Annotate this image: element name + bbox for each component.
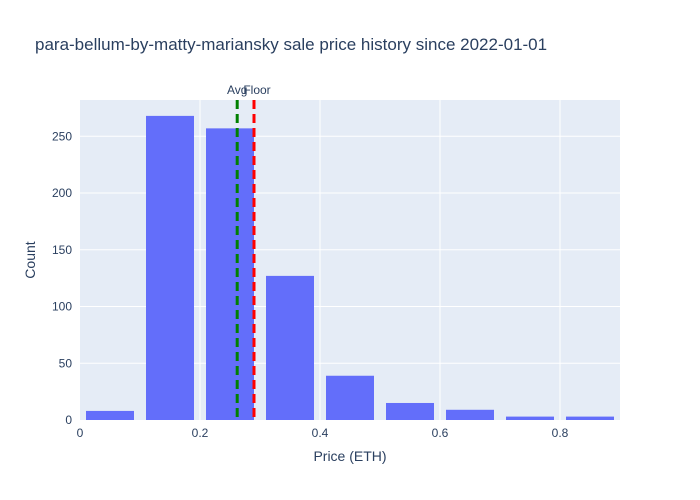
x-axis-ticks: 0 0.2 0.4 0.6 0.8 — [77, 426, 569, 440]
histogram-bar — [386, 402, 434, 420]
y-tick-label: 0 — [65, 413, 72, 427]
bars — [86, 115, 614, 421]
reference-label-avg: Avg — [227, 83, 247, 97]
histogram-bar — [86, 410, 134, 420]
y-tick-label: 50 — [59, 356, 73, 370]
y-tick-label: 100 — [52, 300, 72, 314]
x-tick-label: 0.4 — [312, 426, 329, 440]
histogram-bar — [206, 128, 254, 421]
reference-label-floor: Floor — [243, 83, 270, 97]
histogram-bar — [506, 416, 554, 420]
chart-title: para-bellum-by-matty-mariansky sale pric… — [35, 35, 547, 54]
x-tick-label: 0 — [77, 426, 84, 440]
y-tick-label: 200 — [52, 186, 72, 200]
histogram-bar — [146, 115, 194, 420]
histogram-bar — [446, 409, 494, 420]
x-axis-label: Price (ETH) — [313, 448, 386, 464]
histogram-bar — [266, 275, 314, 420]
x-tick-label: 0.2 — [192, 426, 209, 440]
x-tick-label: 0.8 — [552, 426, 569, 440]
y-axis-label: Count — [22, 241, 38, 278]
histogram-bar — [326, 375, 374, 420]
y-axis-ticks: 0 50 100 150 200 250 — [52, 129, 72, 427]
y-tick-label: 150 — [52, 243, 72, 257]
histogram-bar — [566, 416, 614, 420]
y-tick-label: 250 — [52, 129, 72, 143]
x-tick-label: 0.6 — [432, 426, 449, 440]
